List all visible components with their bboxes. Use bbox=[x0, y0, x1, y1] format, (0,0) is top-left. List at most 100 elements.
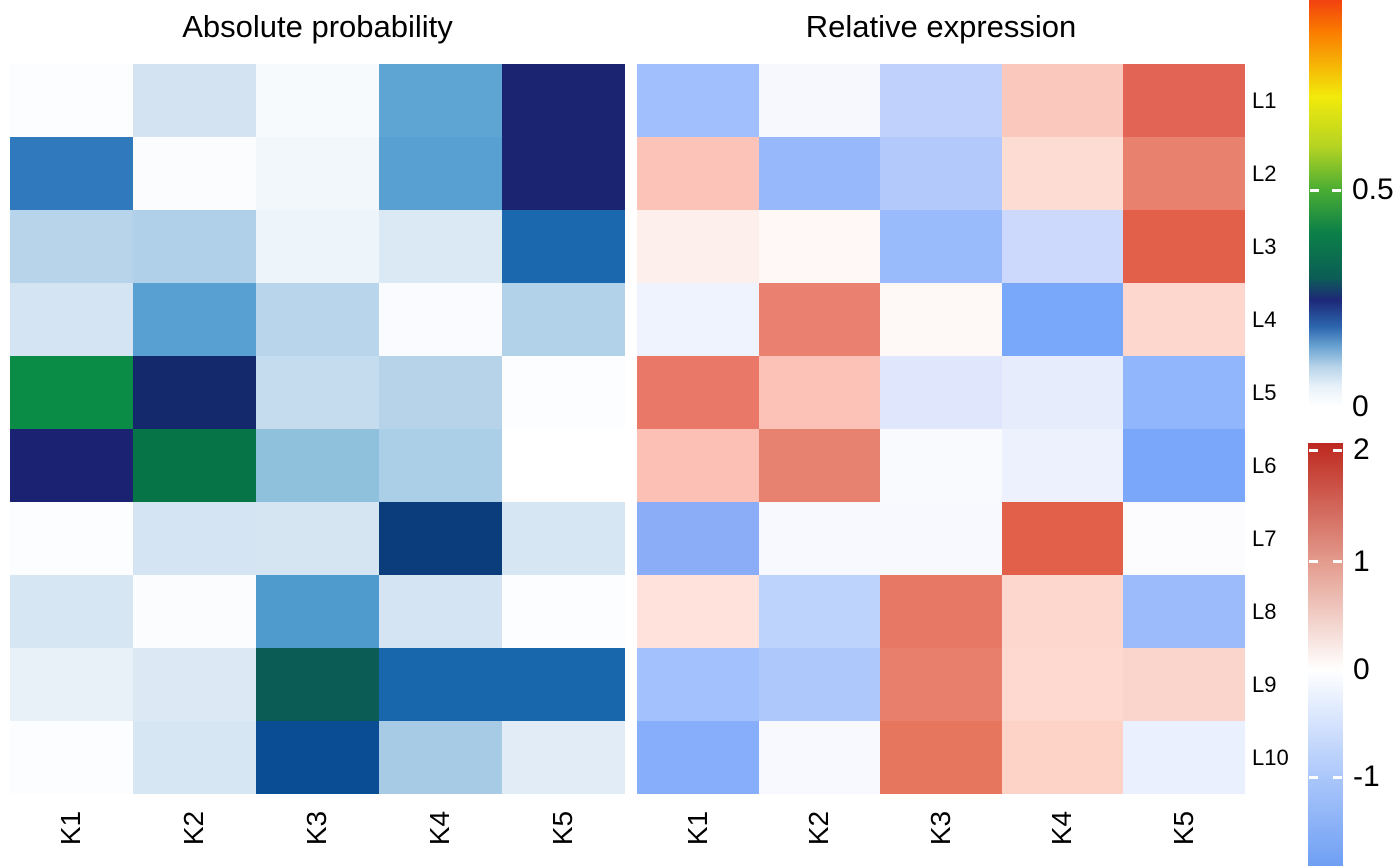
heatmap-cell-L4-K4 bbox=[1001, 283, 1124, 356]
x-tick-K3: K3 bbox=[880, 796, 1002, 860]
heatmap-cell-L5-K3 bbox=[256, 356, 379, 429]
heatmap-cell-L1-K2 bbox=[133, 64, 256, 137]
y-tick-L3: L3 bbox=[1252, 233, 1277, 259]
heatmap-cell-L2-K4 bbox=[379, 137, 502, 210]
heatmap-cell-L10-K3 bbox=[256, 721, 379, 794]
x-tick-K5: K5 bbox=[502, 796, 625, 860]
heatmap-cell-L7-K1 bbox=[10, 502, 133, 575]
y-tick-L5: L5 bbox=[1252, 379, 1277, 405]
left-heatmap-title: Absolute probability bbox=[182, 9, 453, 44]
heatmap-cell-L3-K3 bbox=[880, 210, 1002, 283]
heatmap-cell-L8-K5 bbox=[1123, 575, 1245, 648]
x-tick-label: K4 bbox=[1046, 810, 1078, 846]
x-axis-labels-left: K1 K2 K3 K4 K5 bbox=[10, 796, 625, 860]
heatmap-cell-L1-K5 bbox=[1123, 64, 1245, 137]
colorbar-tick-mark bbox=[1333, 560, 1342, 564]
colorbar-tick-mark bbox=[1309, 775, 1318, 779]
y-tick-L8: L8 bbox=[1252, 598, 1277, 624]
x-axis-labels-right: K1 K2 K3 K4 K5 bbox=[637, 796, 1245, 860]
heatmap-cell-L8-K2 bbox=[133, 575, 256, 648]
heatmap-cell-L9-K5 bbox=[502, 648, 625, 721]
heatmap-cell-L9-K1 bbox=[637, 648, 759, 721]
x-tick-label: K2 bbox=[803, 810, 835, 846]
heatmap-cell-L4-K3 bbox=[880, 283, 1002, 356]
heatmap-cell-L4-K5 bbox=[502, 283, 625, 356]
heatmap-cell-L1-K1 bbox=[637, 64, 759, 137]
y-tick-L7: L7 bbox=[1252, 525, 1277, 551]
heatmap-cell-L10-K1 bbox=[637, 721, 759, 794]
heatmap-cell-L7-K4 bbox=[1001, 502, 1124, 575]
heatmap-cell-L5-K5 bbox=[1123, 356, 1245, 429]
heatmap-cell-L5-K3 bbox=[880, 356, 1002, 429]
heatmap-cell-L4-K2 bbox=[133, 283, 256, 356]
heatmap-cell-L2-K1 bbox=[10, 137, 133, 210]
x-tick-K1: K1 bbox=[637, 796, 759, 860]
heatmap-cell-L4-K4 bbox=[379, 283, 502, 356]
heatmap-cell-L3-K3 bbox=[256, 210, 379, 283]
heatmap-cell-L6-K1 bbox=[637, 429, 759, 502]
heatmap-cell-L6-K5 bbox=[1123, 429, 1245, 502]
x-tick-label: K1 bbox=[55, 810, 87, 846]
heatmap-cell-L4-K3 bbox=[256, 283, 379, 356]
heatmap-cell-L10-K4 bbox=[1001, 721, 1124, 794]
heatmap-cell-L8-K1 bbox=[637, 575, 759, 648]
heatmap-cell-L6-K4 bbox=[379, 429, 502, 502]
heatmap-cell-L2-K4 bbox=[1001, 137, 1124, 210]
heatmap-cell-L3-K4 bbox=[1001, 210, 1124, 283]
colorbar-tick-mark bbox=[1310, 188, 1319, 192]
heatmap-cell-L2-K1 bbox=[637, 137, 759, 210]
x-tick-label: K3 bbox=[924, 810, 956, 846]
right-heatmap-title: Relative expression bbox=[805, 9, 1077, 44]
x-tick-K3: K3 bbox=[256, 796, 379, 860]
heatmap-cell-L1-K3 bbox=[880, 64, 1002, 137]
heatmap-cell-L5-K2 bbox=[758, 356, 881, 429]
heatmap-cell-L10-K2 bbox=[758, 721, 881, 794]
heatmap-cell-L7-K2 bbox=[133, 502, 256, 575]
x-tick-K1: K1 bbox=[10, 796, 133, 860]
heatmap-cell-L7-K2 bbox=[758, 502, 881, 575]
heatmap-cell-L7-K3 bbox=[256, 502, 379, 575]
heatmap-cell-L1-K2 bbox=[758, 64, 881, 137]
y-tick-L9: L9 bbox=[1252, 671, 1277, 697]
heatmap-cell-L10-K1 bbox=[10, 721, 133, 794]
heatmap-cell-L7-K1 bbox=[637, 502, 759, 575]
heatmap-cell-L2-K2 bbox=[758, 137, 881, 210]
heatmap-cell-L10-K3 bbox=[880, 721, 1002, 794]
heatmap-cell-L5-K1 bbox=[637, 356, 759, 429]
heatmap-cell-L6-K3 bbox=[256, 429, 379, 502]
heatmap-cell-L1-K4 bbox=[1001, 64, 1124, 137]
y-tick-L1: L1 bbox=[1252, 87, 1277, 113]
heatmap-cell-L9-K1 bbox=[10, 648, 133, 721]
heatmap-cell-L6-K2 bbox=[133, 429, 256, 502]
colorbar-tick-label: -1 bbox=[1353, 760, 1380, 794]
heatmap-cell-L7-K4 bbox=[379, 502, 502, 575]
heatmap-cell-L10-K2 bbox=[133, 721, 256, 794]
heatmap-cell-L8-K2 bbox=[758, 575, 881, 648]
colorbar-relative-expression: 2 1 0 -1 bbox=[1308, 433, 1380, 866]
heatmap-cell-L8-K4 bbox=[379, 575, 502, 648]
heatmap-cell-L4-K5 bbox=[1123, 283, 1245, 356]
colorbar-tick-label: 2 bbox=[1353, 433, 1370, 467]
colorbar-tick-label: 0 bbox=[1352, 390, 1369, 423]
colorbar-tick-label: 1 bbox=[1353, 544, 1370, 578]
heatmap-cell-L4-K1 bbox=[637, 283, 759, 356]
colorbar-tick-mark bbox=[1332, 188, 1341, 192]
heatmap-cell-L9-K4 bbox=[379, 648, 502, 721]
heatmap-cell-L9-K3 bbox=[880, 648, 1002, 721]
y-tick-L10: L10 bbox=[1252, 744, 1289, 770]
heatmap-cell-L9-K3 bbox=[256, 648, 379, 721]
heatmap-cell-L6-K2 bbox=[758, 429, 881, 502]
heatmap-cell-L5-K1 bbox=[10, 356, 133, 429]
heatmap-cell-L6-K4 bbox=[1001, 429, 1124, 502]
x-tick-label: K5 bbox=[547, 810, 579, 846]
heatmap-cell-L3-K5 bbox=[502, 210, 625, 283]
heatmap-cell-L5-K4 bbox=[379, 356, 502, 429]
relative-expression-heatmap bbox=[637, 64, 1245, 794]
absolute-probability-heatmap bbox=[10, 64, 625, 794]
heatmap-cell-L7-K5 bbox=[502, 502, 625, 575]
heatmap-cell-L2-K5 bbox=[1123, 137, 1245, 210]
colorbar-tick-mark bbox=[1309, 448, 1318, 452]
colorbar-tick-label: 0 bbox=[1353, 653, 1370, 687]
heatmap-cell-L9-K5 bbox=[1123, 648, 1245, 721]
heatmap-cell-L1-K5 bbox=[502, 64, 625, 137]
